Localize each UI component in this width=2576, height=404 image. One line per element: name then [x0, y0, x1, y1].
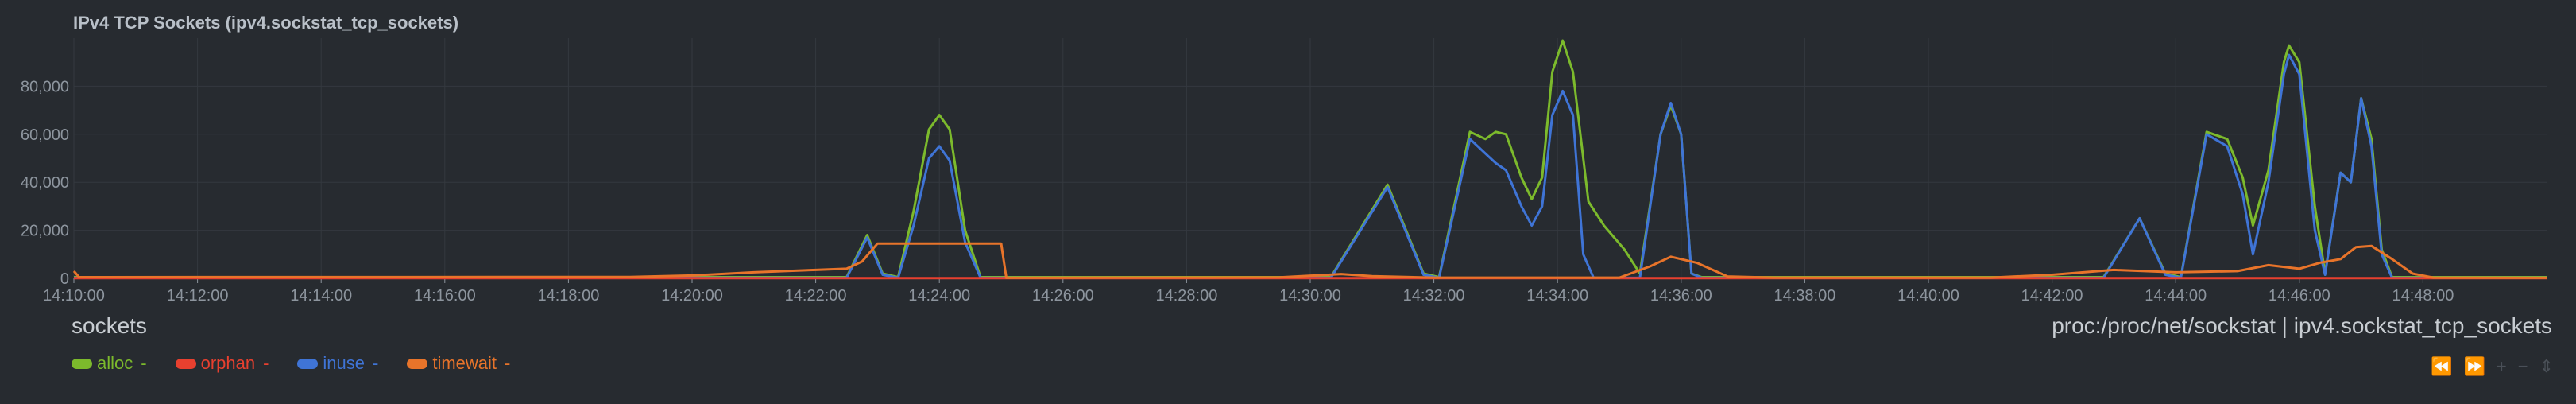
x-tick-label: 14:46:00: [2269, 287, 2330, 305]
legend: alloc - orphan - inuse - timewait -: [72, 353, 539, 374]
x-tick-label: 14:16:00: [414, 287, 476, 305]
resize-icon[interactable]: ⇕: [2539, 356, 2554, 376]
x-tick-label: 14:26:00: [1032, 287, 1094, 305]
legend-label: alloc: [97, 353, 133, 373]
x-tick-label: 14:30:00: [1279, 287, 1341, 305]
chart-nav-controls: ⏪ ⏩ + − ⇕: [2431, 356, 2554, 377]
series-line-timewait: [72, 242, 2547, 279]
legend-value: -: [373, 353, 379, 373]
y-tick-label: 80,000: [21, 78, 69, 95]
series-lines: [72, 39, 2547, 280]
chart-title: IPv4 TCP Sockets (ipv4.sockstat_tcp_sock…: [73, 13, 459, 33]
zoom-in-icon[interactable]: +: [2496, 356, 2507, 376]
x-tick-label: 14:28:00: [1155, 287, 1217, 305]
x-tick-label: 14:48:00: [2392, 287, 2454, 305]
y-tick-label: 40,000: [21, 174, 69, 192]
legend-value: -: [141, 353, 147, 373]
legend-item-alloc[interactable]: alloc -: [72, 353, 147, 374]
x-tick-label: 14:36:00: [1650, 287, 1712, 305]
legend-value: -: [505, 353, 511, 373]
fast-forward-icon[interactable]: ⏩: [2463, 356, 2485, 376]
x-tick-label: 14:38:00: [1773, 287, 1835, 305]
y-tick-label: 0: [60, 270, 69, 288]
legend-swatch-timewait: [407, 358, 428, 369]
x-axis-labels: 14:10:00 14:12:00 14:14:00 14:16:00 14:18:00…: [43, 287, 2454, 305]
legend-swatch-alloc: [72, 358, 92, 369]
legend-swatch-orphan: [175, 358, 196, 369]
legend-label: inuse: [323, 353, 366, 373]
x-tick-label: 14:12:00: [167, 287, 229, 305]
y-tick-label: 60,000: [21, 126, 69, 144]
units-label: sockets: [72, 313, 147, 338]
chart-source: proc:/proc/net/sockstat | ipv4.sockstat_…: [2052, 313, 2552, 338]
legend-item-timewait[interactable]: timewait -: [407, 353, 510, 374]
y-tick-label: 20,000: [21, 223, 69, 240]
legend-item-orphan[interactable]: orphan -: [175, 353, 269, 374]
legend-label: orphan: [200, 353, 256, 373]
legend-label: timewait: [432, 353, 497, 373]
legend-item-inuse[interactable]: inuse -: [297, 353, 378, 374]
x-tick-label: 14:24:00: [908, 287, 970, 305]
grid: [73, 38, 2547, 283]
x-tick-label: 14:44:00: [2145, 287, 2207, 305]
x-tick-label: 14:40:00: [1897, 287, 1959, 305]
series-line-alloc: [74, 39, 2547, 278]
x-tick-label: 14:42:00: [2021, 287, 2083, 305]
legend-value: -: [263, 353, 269, 373]
rewind-icon[interactable]: ⏪: [2431, 356, 2453, 376]
legend-swatch-inuse: [297, 358, 319, 369]
x-tick-label: 14:14:00: [290, 287, 352, 305]
y-axis-labels: 0 20,000 40,000 60,000 80,000: [21, 78, 69, 288]
zoom-out-icon[interactable]: −: [2517, 356, 2528, 376]
x-tick-label: 14:10:00: [43, 287, 105, 305]
x-tick-label: 14:20:00: [661, 287, 723, 305]
x-tick-label: 14:34:00: [1526, 287, 1588, 305]
x-tick-label: 14:22:00: [785, 287, 847, 305]
x-tick-label: 14:18:00: [537, 287, 599, 305]
x-tick-label: 14:32:00: [1403, 287, 1465, 305]
